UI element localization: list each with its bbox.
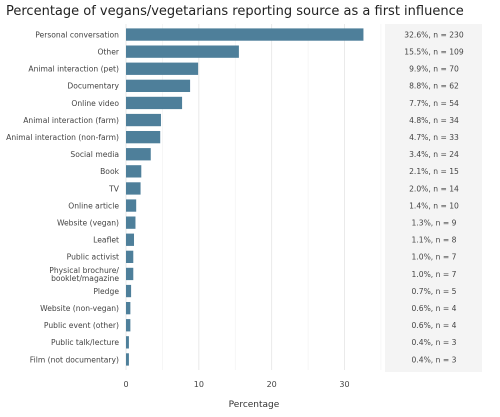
value-label: 4.7%, n = 33 (409, 133, 459, 142)
x-tick-label: 30 (339, 380, 349, 389)
category-label: Public event (other) (44, 321, 119, 330)
bars (126, 28, 364, 366)
value-label: 7.7%, n = 54 (409, 99, 459, 108)
category-label: Physical brochure/booklet/magazine (49, 266, 119, 283)
bar (126, 165, 142, 178)
category-label: Other (97, 47, 119, 56)
bar (126, 250, 134, 264)
category-label: Pledge (93, 287, 119, 296)
x-axis-label: Percentage (229, 400, 280, 410)
bar (126, 301, 131, 315)
value-label: 0.6%, n = 4 (412, 304, 457, 313)
bar (126, 113, 161, 127)
label-panel (385, 24, 482, 372)
category-label: Animal interaction (pet) (28, 65, 119, 74)
value-label: 32.6%, n = 230 (404, 30, 464, 39)
x-tick-label: 20 (267, 380, 277, 389)
category-label: Website (vegan) (57, 218, 119, 227)
bar (126, 28, 364, 41)
bar (126, 267, 134, 281)
bar (126, 182, 141, 195)
chart-title: Percentage of vegans/vegetarians reporti… (6, 4, 464, 19)
value-label: 1.1%, n = 8 (412, 236, 457, 245)
bar (126, 319, 131, 332)
category-label: Documentary (67, 82, 119, 91)
bar (126, 148, 151, 161)
value-label: 4.8%, n = 34 (409, 116, 459, 125)
value-label: 0.4%, n = 3 (412, 355, 457, 364)
category-label: Personal conversation (35, 30, 119, 39)
category-label: Online article (68, 201, 119, 210)
category-label: Book (100, 167, 120, 176)
bar (126, 130, 161, 144)
category-labels: Personal conversation Other Animal interac… (6, 30, 120, 364)
value-label: 1.0%, n = 7 (412, 270, 457, 279)
bar (126, 284, 132, 298)
category-label: Public talk/lecture (51, 338, 119, 347)
x-tick-label: 10 (194, 380, 204, 389)
x-tick-label: 0 (123, 380, 128, 389)
bar (126, 45, 239, 58)
bar (126, 199, 137, 212)
bar (126, 233, 135, 246)
category-label: Film (not documentary) (30, 355, 119, 364)
category-label: Animal interaction (non-farm) (6, 133, 119, 142)
value-label: 1.3%, n = 9 (412, 218, 457, 227)
category-label: Website (non-vegan) (40, 304, 119, 313)
value-label: 1.4%, n = 10 (409, 201, 459, 210)
value-label: 9.9%, n = 70 (409, 65, 459, 74)
value-label: 2.1%, n = 15 (409, 167, 459, 176)
value-label: 0.7%, n = 5 (412, 287, 457, 296)
bar (126, 216, 136, 229)
category-label: Public activist (67, 253, 119, 262)
value-label: 0.6%, n = 4 (412, 321, 457, 330)
value-label: 1.0%, n = 7 (412, 253, 457, 262)
bar (126, 336, 129, 349)
category-label: Animal interaction (farm) (23, 116, 119, 125)
value-label: 0.4%, n = 3 (412, 338, 457, 347)
value-label: 3.4%, n = 24 (409, 150, 459, 159)
x-axis-ticks: 0 10 20 30 (123, 380, 349, 389)
category-label: TV (108, 184, 120, 193)
category-label: Online video (71, 99, 119, 108)
bar (126, 62, 199, 75)
bar (126, 353, 129, 366)
value-label: 2.0%, n = 14 (409, 184, 459, 193)
value-label: 15.5%, n = 109 (404, 47, 464, 56)
category-label: Social media (70, 150, 119, 159)
bar (126, 79, 191, 93)
value-labels: 32.6%, n = 230 15.5%, n = 109 9.9%, n = 70… (404, 30, 464, 364)
category-label: Leaflet (93, 236, 119, 245)
value-label: 8.8%, n = 62 (409, 82, 459, 91)
bar (126, 96, 183, 110)
